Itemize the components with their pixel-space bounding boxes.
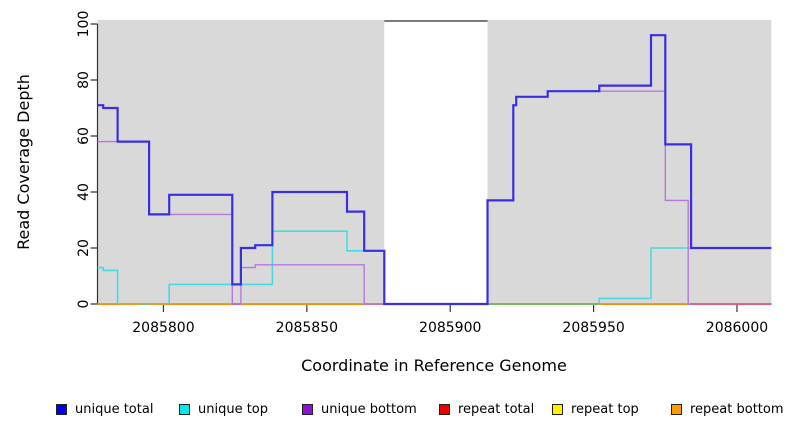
legend-label: repeat total bbox=[458, 402, 535, 417]
legend-label: repeat bottom bbox=[690, 402, 784, 417]
y-tick-label: 20 bbox=[76, 239, 92, 257]
x-tick-label: 2085800 bbox=[132, 320, 194, 336]
x-axis-title: Coordinate in Reference Genome bbox=[301, 356, 567, 375]
x-tick-label: 2085850 bbox=[276, 320, 338, 336]
legend-item-repeat-top: repeat top bbox=[552, 402, 639, 417]
x-tick-label: 2085950 bbox=[562, 320, 624, 336]
repeat-bottom-swatch-icon bbox=[671, 404, 682, 415]
series-unique-total bbox=[97, 34, 772, 306]
repeat-total-swatch-icon bbox=[439, 404, 450, 415]
legend-item-repeat-bottom: repeat bottom bbox=[671, 402, 784, 417]
plot-area bbox=[97, 20, 772, 305]
x-tick-label: 2086000 bbox=[706, 320, 768, 336]
y-tick-label: 80 bbox=[76, 71, 92, 89]
gap-band bbox=[384, 20, 488, 305]
y-tick-label: 40 bbox=[76, 183, 92, 201]
y-tick-label: 0 bbox=[76, 300, 92, 309]
series-lines bbox=[97, 34, 772, 306]
repeat-top-swatch-icon bbox=[552, 404, 563, 415]
legend-label: unique top bbox=[198, 402, 269, 417]
unique-top-swatch-icon bbox=[179, 404, 190, 415]
series-unique-top bbox=[97, 230, 772, 305]
legend-item-repeat-total: repeat total bbox=[439, 402, 534, 417]
legend-label: unique total bbox=[75, 402, 154, 417]
legend-item-unique-total: unique total bbox=[56, 402, 153, 417]
axes: 0 20 40 60 80 100 2085800 2085850 2085900 2085950… bbox=[76, 11, 772, 336]
y-axis-title: Read Coverage Depth bbox=[14, 74, 33, 250]
legend-item-unique-bottom: unique bottom bbox=[302, 402, 417, 417]
legend-label: repeat top bbox=[571, 402, 639, 417]
legend-label: unique bottom bbox=[321, 402, 417, 417]
coverage-chart: 0 20 40 60 80 100 2085800 2085850 2085900 2085950… bbox=[14, 11, 772, 375]
legend-item-unique-top: unique top bbox=[179, 402, 268, 417]
unique-total-swatch-icon bbox=[56, 404, 67, 415]
y-tick-label: 100 bbox=[76, 11, 92, 38]
y-tick-label: 60 bbox=[76, 127, 92, 145]
unique-bottom-swatch-icon bbox=[302, 404, 313, 415]
x-tick-label: 2085900 bbox=[419, 320, 481, 336]
